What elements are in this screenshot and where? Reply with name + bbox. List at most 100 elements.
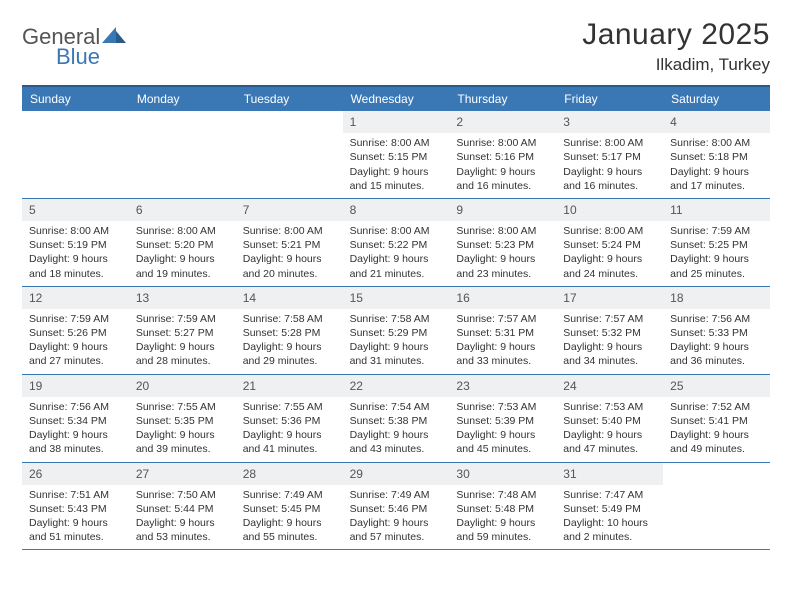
daylight-line1: Daylight: 9 hours: [563, 165, 656, 179]
daylight-line1: Daylight: 9 hours: [350, 340, 443, 354]
day-number: 14: [236, 287, 343, 309]
day-details: Sunrise: 7:59 AMSunset: 5:26 PMDaylight:…: [22, 309, 129, 374]
sunrise-text: Sunrise: 7:54 AM: [350, 400, 443, 414]
daylight-line2: and 21 minutes.: [350, 267, 443, 281]
sunset-text: Sunset: 5:24 PM: [563, 238, 656, 252]
sunrise-text: Sunrise: 7:57 AM: [563, 312, 656, 326]
sunrise-text: Sunrise: 7:47 AM: [563, 488, 656, 502]
day-number: 31: [556, 463, 663, 485]
day-details: Sunrise: 7:55 AMSunset: 5:36 PMDaylight:…: [236, 397, 343, 462]
daylight-line2: and 47 minutes.: [563, 442, 656, 456]
sunset-text: Sunset: 5:41 PM: [670, 414, 763, 428]
calendar-cell: 28Sunrise: 7:49 AMSunset: 5:45 PMDayligh…: [236, 463, 343, 550]
daylight-line1: Daylight: 9 hours: [350, 252, 443, 266]
daylight-line2: and 57 minutes.: [350, 530, 443, 544]
sunset-text: Sunset: 5:45 PM: [243, 502, 336, 516]
calendar-cell: 12Sunrise: 7:59 AMSunset: 5:26 PMDayligh…: [22, 287, 129, 374]
day-details: Sunrise: 8:00 AMSunset: 5:18 PMDaylight:…: [663, 133, 770, 198]
sunrise-text: Sunrise: 8:00 AM: [563, 136, 656, 150]
daylight-line2: and 27 minutes.: [29, 354, 122, 368]
daylight-line2: and 15 minutes.: [350, 179, 443, 193]
daylight-line1: Daylight: 10 hours: [563, 516, 656, 530]
week-row: 19Sunrise: 7:56 AMSunset: 5:34 PMDayligh…: [22, 375, 770, 463]
sunrise-text: Sunrise: 7:59 AM: [29, 312, 122, 326]
day-details: Sunrise: 7:48 AMSunset: 5:48 PMDaylight:…: [449, 485, 556, 550]
calendar-cell: 17Sunrise: 7:57 AMSunset: 5:32 PMDayligh…: [556, 287, 663, 374]
day-header-tuesday: Tuesday: [236, 87, 343, 111]
day-details: Sunrise: 7:55 AMSunset: 5:35 PMDaylight:…: [129, 397, 236, 462]
sunset-text: Sunset: 5:27 PM: [136, 326, 229, 340]
daylight-line1: Daylight: 9 hours: [456, 340, 549, 354]
day-number: 28: [236, 463, 343, 485]
header: General General Blue January 2025: [22, 18, 770, 75]
sunrise-text: Sunrise: 7:50 AM: [136, 488, 229, 502]
daylight-line1: Daylight: 9 hours: [456, 516, 549, 530]
sunset-text: Sunset: 5:19 PM: [29, 238, 122, 252]
calendar-cell: 21Sunrise: 7:55 AMSunset: 5:36 PMDayligh…: [236, 375, 343, 462]
day-number: 8: [343, 199, 450, 221]
day-details: Sunrise: 8:00 AMSunset: 5:15 PMDaylight:…: [343, 133, 450, 198]
daylight-line2: and 59 minutes.: [456, 530, 549, 544]
sunrise-text: Sunrise: 7:55 AM: [136, 400, 229, 414]
daylight-line1: Daylight: 9 hours: [670, 428, 763, 442]
calendar-cell: 19Sunrise: 7:56 AMSunset: 5:34 PMDayligh…: [22, 375, 129, 462]
day-number: 27: [129, 463, 236, 485]
week-row: 26Sunrise: 7:51 AMSunset: 5:43 PMDayligh…: [22, 463, 770, 551]
sunset-text: Sunset: 5:43 PM: [29, 502, 122, 516]
sunset-text: Sunset: 5:35 PM: [136, 414, 229, 428]
calendar-cell: 4Sunrise: 8:00 AMSunset: 5:18 PMDaylight…: [663, 111, 770, 198]
sunrise-text: Sunrise: 7:49 AM: [350, 488, 443, 502]
daylight-line1: Daylight: 9 hours: [243, 516, 336, 530]
calendar-cell: 11Sunrise: 7:59 AMSunset: 5:25 PMDayligh…: [663, 199, 770, 286]
calendar-cell: 10Sunrise: 8:00 AMSunset: 5:24 PMDayligh…: [556, 199, 663, 286]
week-row: 1Sunrise: 8:00 AMSunset: 5:15 PMDaylight…: [22, 111, 770, 199]
sunset-text: Sunset: 5:23 PM: [456, 238, 549, 252]
day-details: Sunrise: 7:53 AMSunset: 5:39 PMDaylight:…: [449, 397, 556, 462]
daylight-line2: and 16 minutes.: [563, 179, 656, 193]
calendar-cell: 13Sunrise: 7:59 AMSunset: 5:27 PMDayligh…: [129, 287, 236, 374]
sunrise-text: Sunrise: 7:55 AM: [243, 400, 336, 414]
day-details: Sunrise: 7:56 AMSunset: 5:34 PMDaylight:…: [22, 397, 129, 462]
calendar-cell: 24Sunrise: 7:53 AMSunset: 5:40 PMDayligh…: [556, 375, 663, 462]
day-number: 16: [449, 287, 556, 309]
day-number: 10: [556, 199, 663, 221]
daylight-line1: Daylight: 9 hours: [243, 252, 336, 266]
title-block: January 2025 Ilkadim, Turkey: [582, 18, 770, 75]
sunrise-text: Sunrise: 8:00 AM: [29, 224, 122, 238]
day-details: Sunrise: 8:00 AMSunset: 5:22 PMDaylight:…: [343, 221, 450, 286]
daylight-line1: Daylight: 9 hours: [136, 340, 229, 354]
sunrise-text: Sunrise: 7:52 AM: [670, 400, 763, 414]
daylight-line2: and 18 minutes.: [29, 267, 122, 281]
daylight-line2: and 29 minutes.: [243, 354, 336, 368]
day-header-thursday: Thursday: [449, 87, 556, 111]
calendar-cell: [663, 463, 770, 550]
sunset-text: Sunset: 5:39 PM: [456, 414, 549, 428]
day-details: Sunrise: 7:57 AMSunset: 5:31 PMDaylight:…: [449, 309, 556, 374]
calendar-cell: 18Sunrise: 7:56 AMSunset: 5:33 PMDayligh…: [663, 287, 770, 374]
sunset-text: Sunset: 5:44 PM: [136, 502, 229, 516]
calendar-cell: 7Sunrise: 8:00 AMSunset: 5:21 PMDaylight…: [236, 199, 343, 286]
sunrise-text: Sunrise: 8:00 AM: [136, 224, 229, 238]
day-number: 21: [236, 375, 343, 397]
day-header-friday: Friday: [556, 87, 663, 111]
calendar-cell: 23Sunrise: 7:53 AMSunset: 5:39 PMDayligh…: [449, 375, 556, 462]
calendar-cell: 20Sunrise: 7:55 AMSunset: 5:35 PMDayligh…: [129, 375, 236, 462]
daylight-line1: Daylight: 9 hours: [456, 428, 549, 442]
day-number: 12: [22, 287, 129, 309]
calendar-cell: 14Sunrise: 7:58 AMSunset: 5:28 PMDayligh…: [236, 287, 343, 374]
calendar-cell: 15Sunrise: 7:58 AMSunset: 5:29 PMDayligh…: [343, 287, 450, 374]
sunset-text: Sunset: 5:29 PM: [350, 326, 443, 340]
sunrise-text: Sunrise: 7:58 AM: [243, 312, 336, 326]
daylight-line2: and 20 minutes.: [243, 267, 336, 281]
day-number: 15: [343, 287, 450, 309]
daylight-line1: Daylight: 9 hours: [243, 340, 336, 354]
sunset-text: Sunset: 5:22 PM: [350, 238, 443, 252]
daylight-line1: Daylight: 9 hours: [136, 428, 229, 442]
daylight-line1: Daylight: 9 hours: [350, 428, 443, 442]
daylight-line2: and 33 minutes.: [456, 354, 549, 368]
day-number: 24: [556, 375, 663, 397]
sunset-text: Sunset: 5:46 PM: [350, 502, 443, 516]
calendar-cell: 26Sunrise: 7:51 AMSunset: 5:43 PMDayligh…: [22, 463, 129, 550]
day-number: 17: [556, 287, 663, 309]
daylight-line1: Daylight: 9 hours: [350, 165, 443, 179]
